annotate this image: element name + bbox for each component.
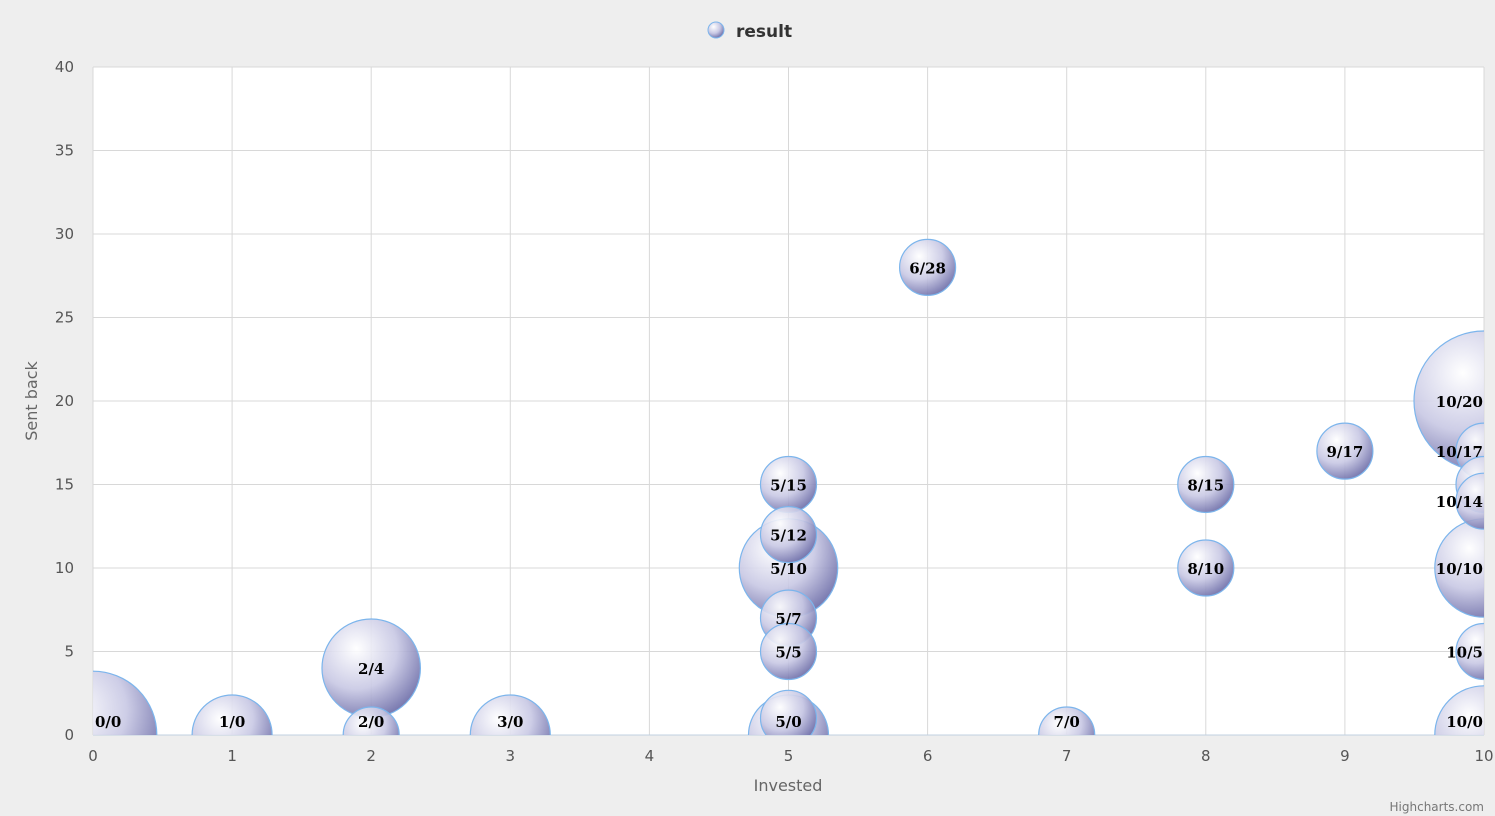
bubble-data-label: 5/15 — [770, 477, 807, 495]
tick-labels: 0 1 2 3 4 5 6 7 8 9 10 0 5 10 15 20 25 30 35 40 — [55, 58, 1494, 765]
x-tick-label: 1 — [227, 747, 237, 765]
bubble-data-label: 9/17 — [1327, 443, 1364, 461]
x-tick-label: 5 — [784, 747, 794, 765]
x-tick-label: 9 — [1340, 747, 1350, 765]
bubble-data-label: 10/20 — [1436, 393, 1483, 411]
legend-symbol — [707, 21, 725, 39]
x-tick-label: 7 — [1062, 747, 1072, 765]
bubble-point[interactable] — [191, 694, 273, 775]
bubble-point[interactable] — [1177, 539, 1235, 597]
x-axis-title: Invested — [754, 776, 823, 795]
legend-item-result[interactable]: result — [736, 22, 792, 42]
bubbles — [29, 238, 1495, 799]
bubble-data-label: 10/10 — [1436, 560, 1483, 578]
bubble-point[interactable] — [759, 505, 818, 564]
x-tick-label: 2 — [366, 747, 376, 765]
y-tick-label: 10 — [55, 559, 74, 577]
bubble-data-label: 3/0 — [497, 713, 523, 731]
bubble-point[interactable] — [469, 694, 551, 775]
bubble-point[interactable] — [1434, 518, 1495, 618]
legend[interactable]: result — [707, 21, 792, 42]
bubble-point[interactable] — [342, 706, 400, 763]
bubble-point[interactable] — [1038, 706, 1096, 763]
bubble-data-label: 5/5 — [775, 644, 801, 662]
bubble-point[interactable] — [1177, 455, 1235, 514]
bubble-data-label: 5/10 — [770, 560, 807, 578]
bubble-data-label: 1/0 — [219, 713, 245, 731]
bubble-point[interactable] — [759, 622, 818, 681]
bubble-data-label: 6/28 — [909, 259, 946, 277]
y-tick-label: 5 — [64, 643, 74, 661]
bubble-point[interactable] — [1316, 422, 1374, 480]
bubble-point[interactable] — [1434, 685, 1495, 784]
bubble-data-label: 10/0 — [1446, 713, 1483, 731]
bubble-data-label: 8/15 — [1187, 477, 1224, 495]
bubble-data-label: 2/0 — [358, 713, 384, 731]
credits-link[interactable]: Highcharts.com — [1390, 800, 1484, 814]
y-tick-label: 15 — [55, 476, 74, 494]
x-tick-label: 8 — [1201, 747, 1211, 765]
y-tick-label: 35 — [55, 142, 74, 160]
bubble-data-label: 10/14 — [1436, 493, 1483, 511]
y-axis-title: Sent back — [22, 361, 41, 441]
bubble-data-label: 0/0 — [95, 713, 121, 731]
bubble-data-label: 7/0 — [1054, 713, 1080, 731]
bubble-data-label: 10/5 — [1446, 644, 1483, 662]
x-tick-label: 6 — [923, 747, 933, 765]
bubble-point[interactable] — [29, 670, 158, 799]
bubble-labels: 0/0 1/0 2/4 2/0 3/0 5/15 5/12 5/10 5/7 5/5 5/0 6/28… — [95, 259, 1483, 731]
x-tick-label: 4 — [645, 747, 655, 765]
bubble-data-label: 5/7 — [775, 610, 801, 628]
bubble-data-label: 5/0 — [775, 713, 801, 731]
bubble-point[interactable] — [1455, 622, 1495, 681]
y-tick-label: 40 — [55, 58, 74, 76]
x-tick-label: 10 — [1474, 747, 1493, 765]
bubble-data-label: 10/17 — [1436, 443, 1483, 461]
bubble-data-label: 2/4 — [358, 660, 384, 678]
bubble-point[interactable] — [759, 689, 818, 746]
x-tick-label: 0 — [88, 747, 98, 765]
bubble-data-label: 8/10 — [1187, 560, 1224, 578]
bubble-data-label: 5/12 — [770, 527, 807, 545]
y-tick-label: 0 — [64, 726, 74, 744]
x-tick-label: 3 — [506, 747, 516, 765]
bubble-point[interactable] — [898, 238, 957, 296]
y-tick-label: 30 — [55, 225, 74, 243]
y-tick-label: 20 — [55, 392, 74, 410]
y-tick-label: 25 — [55, 309, 74, 327]
bubble-point[interactable] — [1455, 472, 1495, 530]
